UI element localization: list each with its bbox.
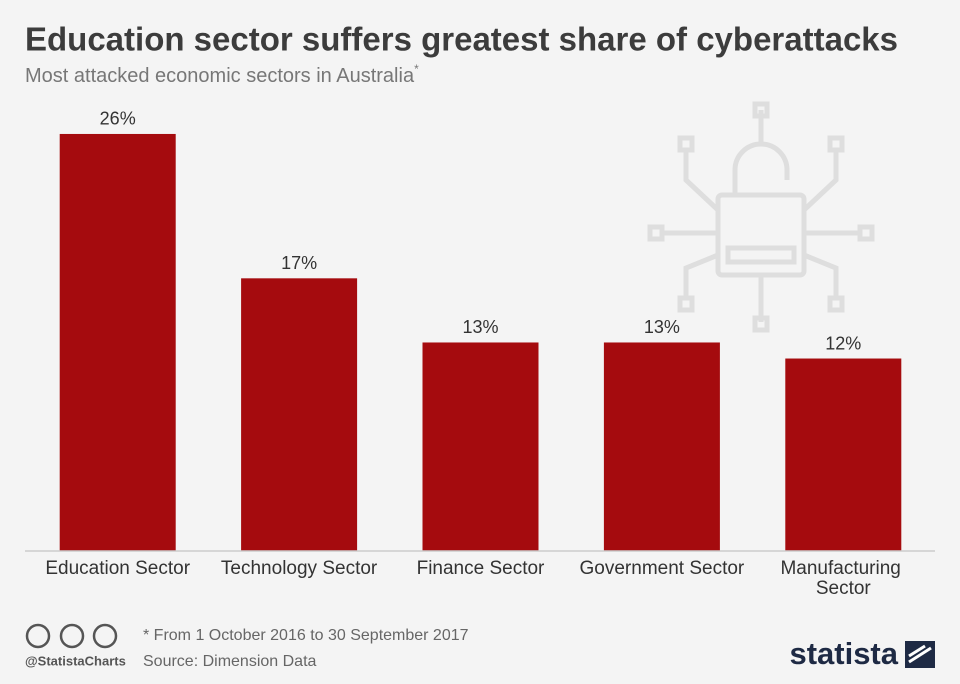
- bar: [603, 342, 720, 551]
- subtitle-marker: *: [414, 62, 419, 76]
- value-label: 26%: [100, 109, 136, 129]
- source: Source: Dimension Data: [143, 653, 317, 670]
- x-tick-label: Technology Sector: [221, 558, 378, 579]
- lock-decoration: [647, 101, 875, 333]
- bar: [241, 278, 358, 551]
- value-label: 17%: [281, 253, 317, 273]
- footer: @StatistaCharts * From 1 October 2016 to…: [25, 623, 935, 671]
- note: * From 1 October 2016 to 30 September 20…: [143, 627, 469, 644]
- chart-title: Education sector suffers greatest share …: [25, 21, 898, 58]
- x-tick-label: Manufacturing Sector: [780, 558, 906, 599]
- bar: [422, 342, 539, 551]
- label-line: Manufacturing: [780, 558, 906, 579]
- bar: [59, 133, 176, 551]
- x-tick-label: Finance Sector: [417, 558, 545, 579]
- x-tick-label: Government Sector: [580, 558, 745, 579]
- subtitle-text: Most attacked economic sectors in Austra…: [25, 65, 415, 87]
- x-tick-label: Education Sector: [45, 558, 190, 579]
- credit: @StatistaCharts: [25, 653, 126, 668]
- value-label: 13%: [462, 317, 498, 337]
- label-line: Sector: [816, 578, 872, 599]
- value-label: 13%: [644, 317, 680, 337]
- value-label: 12%: [825, 333, 861, 353]
- brand: statista: [789, 636, 898, 671]
- brand-logo-mark: [908, 644, 932, 664]
- chart-subtitle: Most attacked economic sectors in Austra…: [25, 62, 419, 87]
- bar: [785, 358, 902, 551]
